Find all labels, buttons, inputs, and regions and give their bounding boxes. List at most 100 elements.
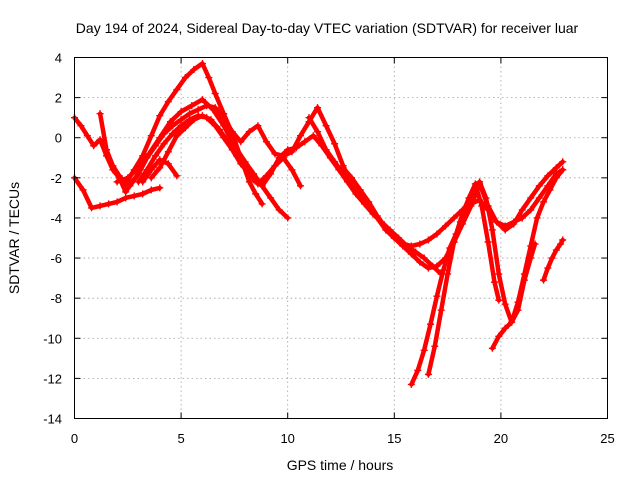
data-point bbox=[373, 212, 381, 220]
data-point bbox=[527, 194, 535, 202]
series-line bbox=[306, 115, 565, 249]
data-point bbox=[224, 138, 232, 146]
data-point bbox=[399, 242, 407, 250]
data-point bbox=[254, 122, 262, 130]
data-point bbox=[198, 60, 206, 68]
x-tick-label: 5 bbox=[177, 431, 184, 446]
data-point bbox=[348, 174, 356, 182]
data-point bbox=[535, 194, 543, 202]
data-point bbox=[237, 138, 245, 146]
chart-title: Day 194 of 2024, Sidereal Day-to-day VTE… bbox=[76, 20, 579, 36]
series-track-5 bbox=[126, 102, 356, 190]
data-point bbox=[267, 194, 275, 202]
data-point bbox=[305, 114, 313, 122]
data-point bbox=[322, 122, 330, 130]
data-point bbox=[314, 104, 322, 112]
data-point bbox=[544, 264, 552, 272]
data-point bbox=[181, 124, 189, 132]
data-point bbox=[166, 118, 174, 126]
data-point bbox=[501, 324, 509, 332]
data-point bbox=[433, 292, 441, 300]
data-point bbox=[441, 222, 449, 230]
data-point bbox=[233, 152, 241, 160]
x-tick-label: 20 bbox=[494, 431, 508, 446]
y-tick-label: -4 bbox=[50, 211, 62, 226]
data-point bbox=[540, 198, 548, 206]
data-point bbox=[215, 126, 223, 134]
data-point bbox=[527, 206, 535, 214]
series-line bbox=[490, 167, 565, 351]
data-point bbox=[211, 90, 219, 98]
data-point bbox=[130, 192, 138, 200]
data-point bbox=[164, 160, 172, 168]
data-point bbox=[427, 320, 435, 328]
data-point bbox=[139, 178, 147, 186]
data-point bbox=[122, 188, 130, 196]
data-point bbox=[177, 122, 185, 130]
data-point bbox=[122, 194, 130, 202]
data-point bbox=[552, 246, 560, 254]
x-tick-label: 10 bbox=[280, 431, 294, 446]
data-point bbox=[322, 146, 330, 154]
data-point bbox=[284, 214, 292, 222]
y-tick-label: 2 bbox=[55, 91, 62, 106]
data-point bbox=[527, 242, 535, 250]
data-point bbox=[301, 138, 309, 146]
data-point bbox=[424, 236, 432, 244]
data-point bbox=[420, 254, 428, 262]
data-point bbox=[488, 226, 496, 234]
data-point bbox=[173, 172, 181, 180]
data-point bbox=[433, 262, 441, 270]
y-tick-label: 4 bbox=[55, 51, 62, 66]
data-point bbox=[164, 148, 172, 156]
y-tick-label: -2 bbox=[50, 171, 62, 186]
data-point bbox=[339, 164, 347, 172]
series-line bbox=[541, 237, 565, 283]
data-point bbox=[508, 318, 516, 326]
data-point bbox=[331, 158, 339, 166]
data-point bbox=[113, 178, 121, 186]
data-point bbox=[96, 202, 104, 210]
data-point bbox=[198, 96, 206, 104]
data-point bbox=[514, 298, 522, 306]
data-point bbox=[160, 130, 168, 138]
data-point bbox=[491, 278, 499, 286]
data-point bbox=[147, 186, 155, 194]
data-point bbox=[122, 180, 130, 188]
data-point bbox=[188, 102, 196, 110]
data-point bbox=[77, 122, 85, 130]
data-point bbox=[139, 190, 147, 198]
data-point bbox=[160, 140, 168, 148]
data-point bbox=[407, 242, 415, 250]
data-point bbox=[331, 140, 339, 148]
data-point bbox=[198, 112, 206, 120]
data-point bbox=[559, 236, 567, 244]
data-point bbox=[414, 366, 422, 374]
data-point bbox=[544, 172, 552, 180]
x-tick-label: 0 bbox=[71, 431, 78, 446]
data-point bbox=[177, 116, 185, 124]
data-point bbox=[96, 136, 104, 144]
data-point bbox=[484, 238, 492, 246]
data-point bbox=[156, 184, 164, 192]
data-point bbox=[407, 380, 415, 388]
data-point bbox=[296, 132, 304, 140]
series-track-8 bbox=[139, 156, 181, 186]
data-point bbox=[416, 240, 424, 248]
data-point bbox=[90, 142, 98, 150]
data-point bbox=[169, 122, 177, 130]
data-point bbox=[173, 86, 181, 94]
plot-frame bbox=[74, 57, 608, 419]
data-point bbox=[493, 218, 501, 226]
data-point bbox=[424, 264, 432, 272]
data-point bbox=[469, 190, 477, 198]
data-point bbox=[169, 130, 177, 138]
data-point bbox=[147, 166, 155, 174]
data-point bbox=[296, 182, 304, 190]
data-point bbox=[245, 128, 253, 136]
data-point bbox=[412, 248, 420, 256]
data-point bbox=[109, 162, 117, 170]
data-point bbox=[559, 166, 567, 174]
